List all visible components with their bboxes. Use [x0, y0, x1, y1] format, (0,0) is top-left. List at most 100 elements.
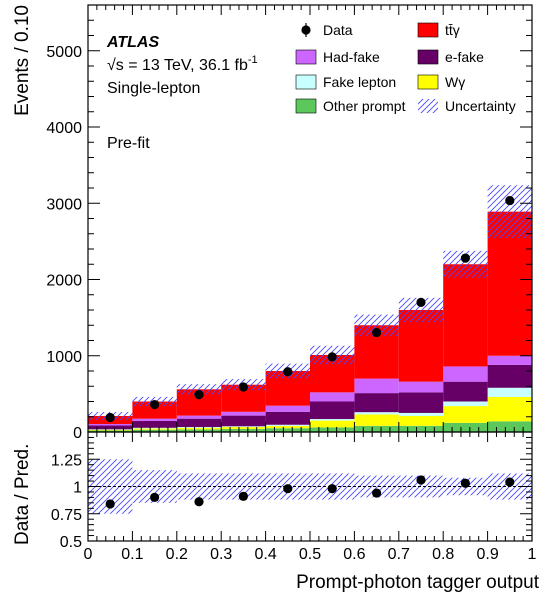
bar-4-7	[398, 381, 444, 393]
bar-3-3	[221, 415, 266, 427]
bar-1-3	[221, 427, 266, 429]
unc-band-9	[487, 185, 532, 239]
legend-label-5: Wγ	[445, 74, 465, 90]
bar-1-7	[398, 415, 444, 426]
data-point-2	[194, 390, 204, 400]
bar-1-2	[176, 427, 222, 430]
x-tick-label-3: 0.3	[210, 546, 232, 563]
legend-entry-3: e-fake	[417, 49, 484, 65]
bar-4-9	[487, 355, 532, 365]
bar-3-1	[132, 420, 177, 428]
channel-label: Single-lepton	[107, 80, 200, 97]
ratio-point-6	[372, 488, 382, 498]
bar-2-7	[398, 412, 444, 416]
bar-0-4	[265, 428, 310, 432]
bar-2-3	[221, 426, 266, 428]
legend-entry-4: Fake lepton	[295, 74, 396, 90]
ratio-point-7	[416, 475, 426, 485]
bar-2-2	[176, 427, 222, 428]
unc-band-2	[176, 384, 222, 395]
bar-1-0	[88, 429, 133, 431]
y-tick-label-main-0: 0	[73, 425, 82, 442]
y-axis-title-main: Events / 0.10	[12, 5, 33, 116]
bar-3-6	[354, 393, 399, 413]
bar-5-8	[443, 264, 488, 367]
bar-3-9	[487, 364, 532, 388]
legend-entry-7: Uncertainty	[418, 98, 516, 114]
ratio-point-3	[238, 491, 248, 501]
legend-entry-1: tt̄γ	[417, 22, 460, 38]
x-tick-label-9: 0.9	[476, 546, 498, 563]
bar-0-8	[443, 422, 488, 432]
data-point-5	[327, 352, 337, 362]
bar-3-2	[176, 418, 222, 428]
data-point-6	[372, 327, 382, 338]
legend-label-1: tt̄γ	[445, 22, 460, 38]
y-tick-label-main-4: 4000	[46, 120, 82, 137]
x-tick-label-1: 0.1	[121, 546, 143, 563]
data-point-7	[416, 297, 426, 307]
ratio-point-8	[460, 478, 470, 488]
x-axis-title: Prompt-photon tagger output	[296, 572, 540, 593]
legend-swatch-6	[295, 98, 317, 114]
main-data-points	[105, 195, 515, 423]
ratio-point-2	[194, 497, 204, 507]
bar-4-1	[132, 418, 177, 421]
ratio-unc-band-6	[354, 475, 399, 498]
ratio-point-4	[283, 484, 293, 494]
bar-0-5	[310, 427, 355, 432]
bar-2-8	[443, 401, 488, 407]
ratio-point-9	[505, 477, 515, 487]
bar-3-5	[310, 401, 355, 420]
legend-swatch-1	[417, 22, 439, 38]
data-point-9	[505, 195, 515, 206]
legend-swatch-3	[417, 49, 439, 65]
bar-2-9	[487, 387, 532, 397]
y-tick-label-ratio-1: 0.75	[51, 507, 82, 524]
y-tick-label-ratio-2: 1	[73, 480, 82, 497]
bar-3-4	[265, 411, 310, 425]
bar-4-0	[88, 423, 133, 426]
x-tick-label-6: 0.6	[343, 546, 365, 563]
x-tick-label-2: 0.2	[166, 546, 188, 563]
bar-0-7	[398, 425, 444, 432]
bar-1-4	[265, 425, 310, 429]
bar-4-2	[176, 415, 222, 419]
x-tick-label-8: 0.8	[432, 546, 454, 563]
legend-swatch-7	[418, 99, 438, 113]
legend-label-0: Data	[323, 22, 353, 38]
legend-swatch-5	[417, 74, 439, 90]
bar-0-1	[132, 429, 177, 432]
bar-4-5	[310, 392, 355, 402]
y-tick-label-main-5: 5000	[46, 44, 82, 61]
legend-label-2: Had-fake	[323, 49, 380, 65]
atlas-label: ATLAS	[106, 34, 159, 51]
bar-0-3	[221, 428, 266, 432]
ratio-point-5	[327, 484, 337, 494]
bar-4-6	[354, 378, 399, 394]
y-tick-label-ratio-0: 0.5	[60, 534, 82, 551]
axis-tick-labels: 0 0.1 0.2 0.3 0.4 0.5 0.6 0.7 0.8 0.9 1 1000 2000 300…	[46, 44, 536, 563]
bar-4-4	[265, 405, 310, 412]
legend-swatch-2	[295, 49, 317, 65]
legend-label-7: Uncertainty	[445, 98, 516, 114]
data-point-1	[150, 399, 160, 410]
unc-band-6	[354, 314, 399, 336]
x-tick-label-4: 0.4	[254, 546, 276, 563]
bar-1-9	[487, 396, 532, 422]
y-tick-label-ratio-3: 1.25	[51, 452, 82, 469]
y-axis-title-ratio: Data / Pred.	[12, 444, 33, 545]
data-point-0	[105, 412, 115, 423]
legend-label-3: e-fake	[445, 49, 484, 65]
plot-annotations: ATLAS √s = 13 TeV, 36.1 fb-1 Single-lept…	[106, 34, 258, 152]
bar-0-0	[88, 430, 133, 432]
bar-0-2	[176, 429, 222, 432]
bar-3-0	[88, 425, 133, 430]
x-tick-label-7: 0.7	[388, 546, 410, 563]
bar-2-6	[354, 412, 399, 415]
legend-entry-5: Wγ	[417, 74, 465, 90]
bar-1-1	[132, 428, 177, 430]
legend-label-6: Other prompt	[323, 98, 406, 114]
ratio-data-points	[105, 475, 515, 509]
